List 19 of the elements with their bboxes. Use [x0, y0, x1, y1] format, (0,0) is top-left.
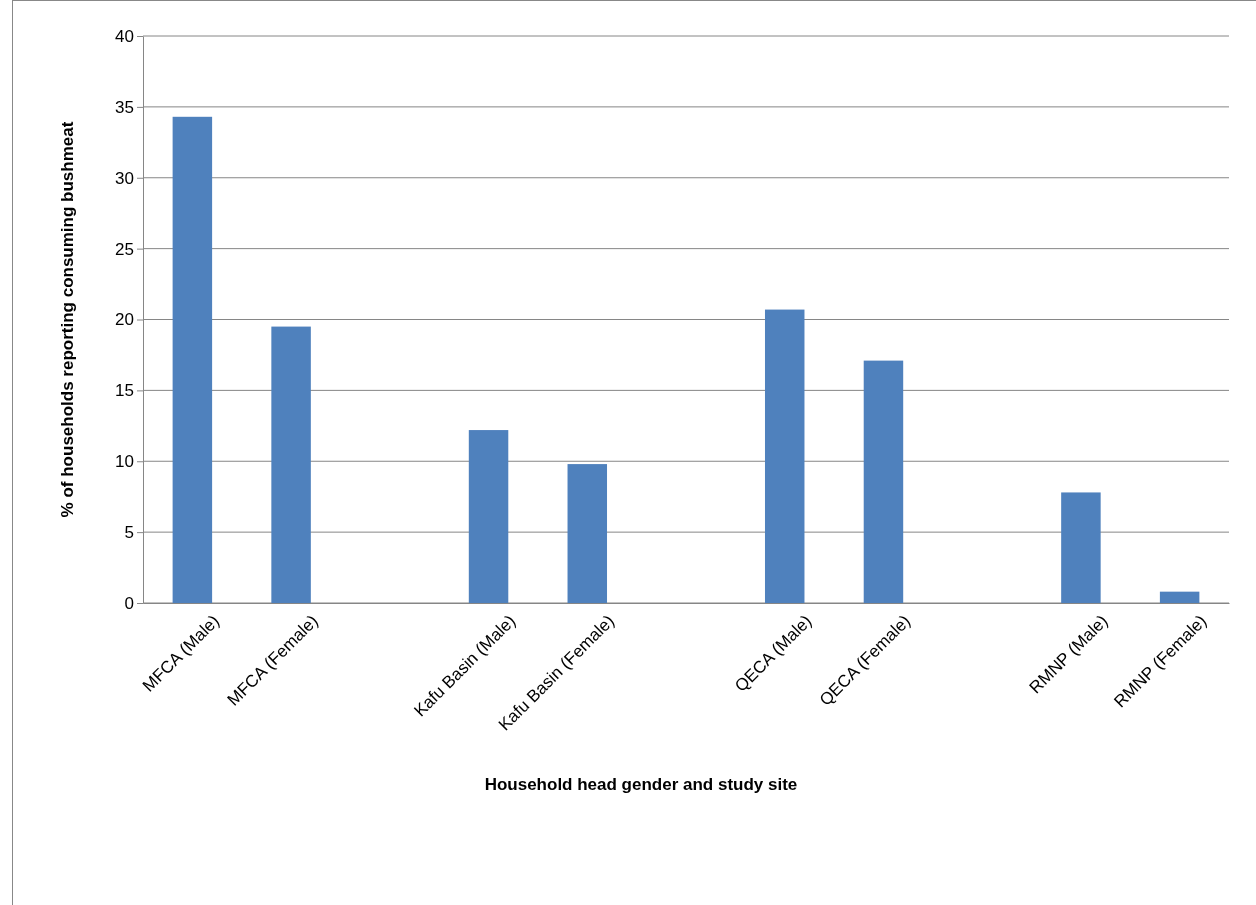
x-axis-title: Household head gender and study site: [484, 775, 798, 794]
bar: [1159, 591, 1200, 603]
bar: [863, 360, 904, 603]
y-tick-label: 40: [115, 26, 134, 46]
bar: [764, 309, 805, 603]
y-tick-label: 10: [115, 452, 134, 472]
bar: [567, 464, 608, 603]
y-tick-label: 20: [115, 310, 134, 330]
y-tick-label: 35: [115, 97, 134, 117]
y-tick-label: 30: [115, 168, 134, 188]
bar: [271, 326, 311, 603]
y-tick-label: 25: [115, 239, 134, 259]
bar: [172, 116, 213, 603]
y-tick-label: 0: [124, 593, 134, 613]
y-axis-title: % of households reporting consuming bushmeat: [58, 121, 77, 518]
bar: [468, 430, 509, 603]
y-tick-label: 5: [124, 523, 134, 543]
bar: [1061, 492, 1101, 603]
y-tick-label: 15: [115, 381, 134, 401]
